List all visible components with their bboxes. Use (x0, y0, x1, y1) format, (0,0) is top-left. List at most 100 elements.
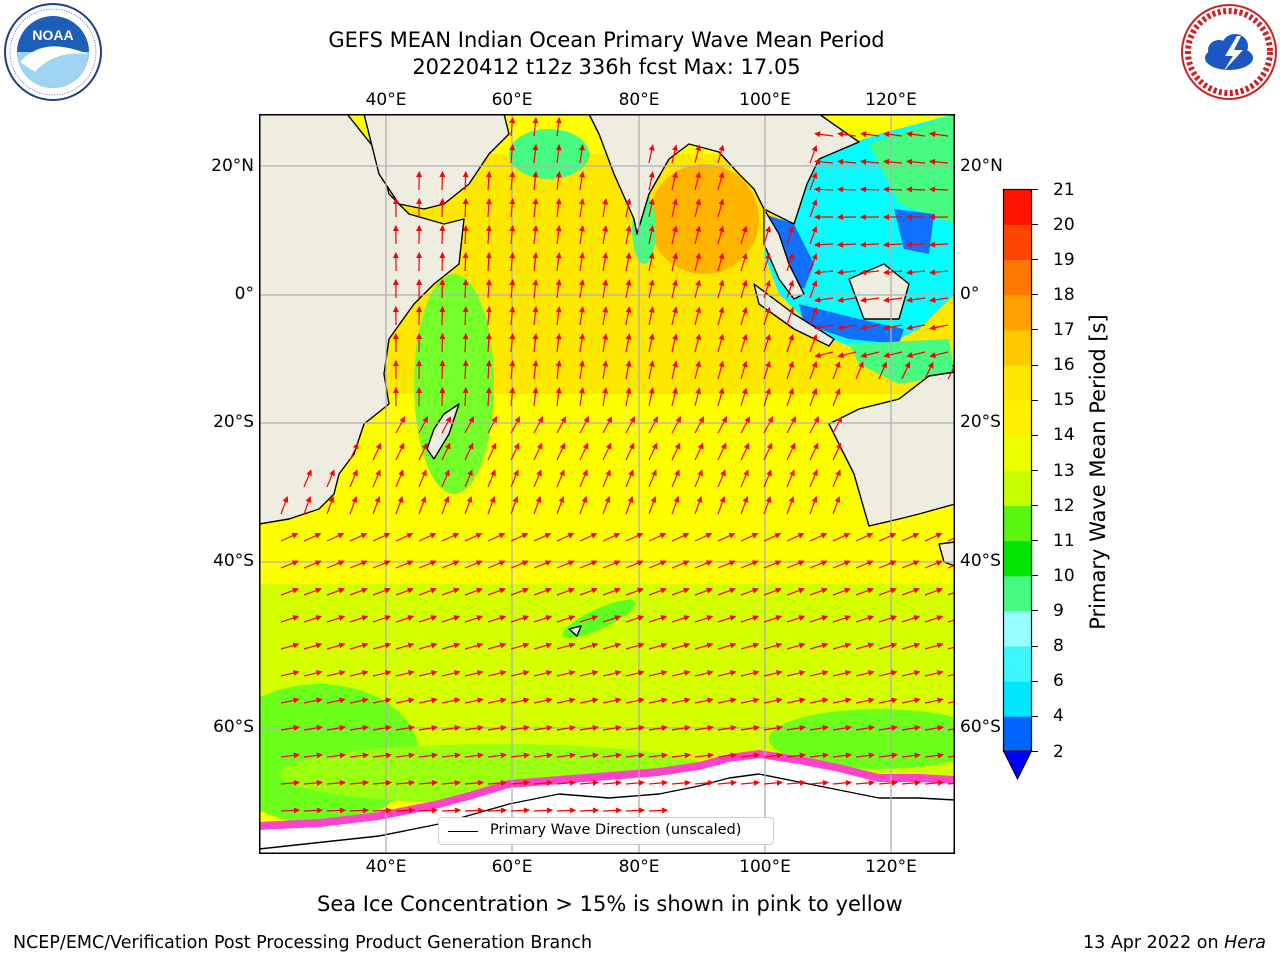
wave-arrow-head (536, 469, 542, 477)
wave-arrow-head (695, 198, 702, 206)
wave-arrow-head (625, 279, 632, 286)
colorbar-bin (1003, 611, 1032, 647)
wave-arrow-head (718, 279, 725, 287)
wave-arrow-head (843, 560, 851, 566)
colorbar-bin (1003, 540, 1032, 577)
wave-arrow-head (859, 158, 867, 165)
wave-arrow-head (776, 779, 784, 786)
wave-arrow-head (489, 496, 496, 503)
wave-arrow-head (329, 469, 335, 477)
wave-arrow-head (328, 496, 335, 503)
colorbar-tick-mark (1031, 540, 1038, 542)
wave-arrow-head (766, 469, 772, 477)
wave-arrow-head (718, 225, 725, 233)
wave-arrow-head (936, 642, 944, 649)
wave-arrow-head (788, 333, 794, 341)
wave-arrow-head (316, 697, 323, 704)
wave-arrow-head (591, 615, 599, 621)
wave-arrow-head (362, 779, 370, 786)
wave-arrow-head (559, 469, 565, 477)
wave-arrow-head (590, 560, 598, 566)
wave-arrow-head (697, 469, 703, 477)
wave-arrow-head (648, 360, 655, 367)
wave-arrow-head (797, 532, 805, 539)
wave-arrow-head (661, 752, 669, 759)
wave-arrow-head (811, 496, 818, 503)
wave-arrow-head (579, 144, 585, 151)
wave-arrow-head (602, 387, 609, 394)
wave-arrow-head (362, 752, 370, 759)
map-frame (259, 114, 955, 854)
wave-arrow-head (707, 752, 715, 759)
colorbar-tick-mark (1031, 750, 1038, 752)
wave-arrow-head (568, 642, 576, 649)
wave-arrow-head (579, 360, 585, 367)
wave-arrow-head (929, 296, 936, 303)
wave-arrow-head (625, 306, 632, 313)
wave-arrow-head (913, 587, 920, 594)
wave-arrow-head (752, 642, 760, 649)
wave-arrow-head (339, 779, 347, 786)
wave-arrow-head (555, 359, 562, 367)
wave-arrow-head (836, 269, 844, 276)
colorbar-tick-label: 17 (1053, 320, 1075, 340)
wave-arrow-head (579, 279, 585, 286)
wave-arrow-head (293, 807, 301, 814)
wave-arrow-head (674, 469, 680, 477)
lon-tick-bottom: 40°E (365, 857, 407, 877)
footer-branch: NCEP/EMC/Verification Post Processing Pr… (13, 933, 593, 953)
wave-arrow-head (430, 642, 438, 649)
wave-arrow-head (859, 241, 867, 248)
wave-arrow-head (338, 670, 346, 676)
wave-arrow-head (741, 279, 748, 287)
wave-arrow-head (659, 560, 667, 566)
wave-arrow-head (569, 724, 576, 731)
wave-arrow-head (546, 779, 554, 786)
wave-arrow-head (820, 532, 828, 539)
wave-arrow-head (672, 198, 678, 206)
wave-arrow-head (799, 697, 806, 704)
wave-arrow-head (337, 532, 345, 539)
wave-arrow-head (392, 332, 399, 339)
wave-arrow-head (293, 752, 301, 759)
wave-arrow-head (774, 532, 782, 539)
wave-arrow-head (741, 333, 748, 341)
wave-arrow-head (648, 333, 655, 340)
wave-arrow-head (532, 251, 539, 259)
wave-arrow-head (475, 532, 483, 539)
wave-arrow-head (602, 252, 609, 259)
wave-arrow-head (407, 615, 415, 621)
wave-arrow-head (625, 387, 632, 394)
wave-arrow-head (720, 442, 727, 450)
wave-arrow-head (836, 416, 843, 423)
wave-arrow-head (648, 198, 655, 205)
wave-arrow-head (591, 642, 599, 649)
wave-arrow-head (579, 171, 585, 178)
wave-arrow-head (559, 442, 566, 450)
wave-arrow-head (509, 332, 516, 340)
wave-arrow-shaft (947, 591, 955, 596)
wave-arrow-head (509, 116, 516, 124)
colorbar-bin (1003, 716, 1032, 752)
wave-arrow-head (338, 615, 346, 621)
wave-arrow-head (477, 697, 484, 704)
wave-arrow-head (499, 670, 507, 676)
wave-arrow-head (545, 670, 553, 676)
wave-arrow-head (392, 251, 399, 258)
wave-arrow-head (914, 779, 922, 786)
wave-arrow-head (637, 642, 645, 649)
wave-arrow-head (439, 305, 446, 313)
wave-arrow-head (837, 352, 845, 358)
wave-arrow-head (360, 560, 368, 566)
wave-arrow-head (798, 670, 806, 676)
wave-arrow-head (546, 752, 554, 759)
wave-arrow-head (352, 442, 359, 450)
wave-arrow-head (431, 807, 439, 814)
wave-arrow-head (339, 697, 346, 704)
wave-arrow-head (628, 442, 635, 450)
wave-arrow-head (431, 724, 438, 731)
wave-arrow-head (491, 416, 498, 423)
wave-arrow-head (522, 615, 530, 621)
wave-arrow-shaft (947, 700, 955, 704)
wave-arrow-head (682, 560, 690, 566)
